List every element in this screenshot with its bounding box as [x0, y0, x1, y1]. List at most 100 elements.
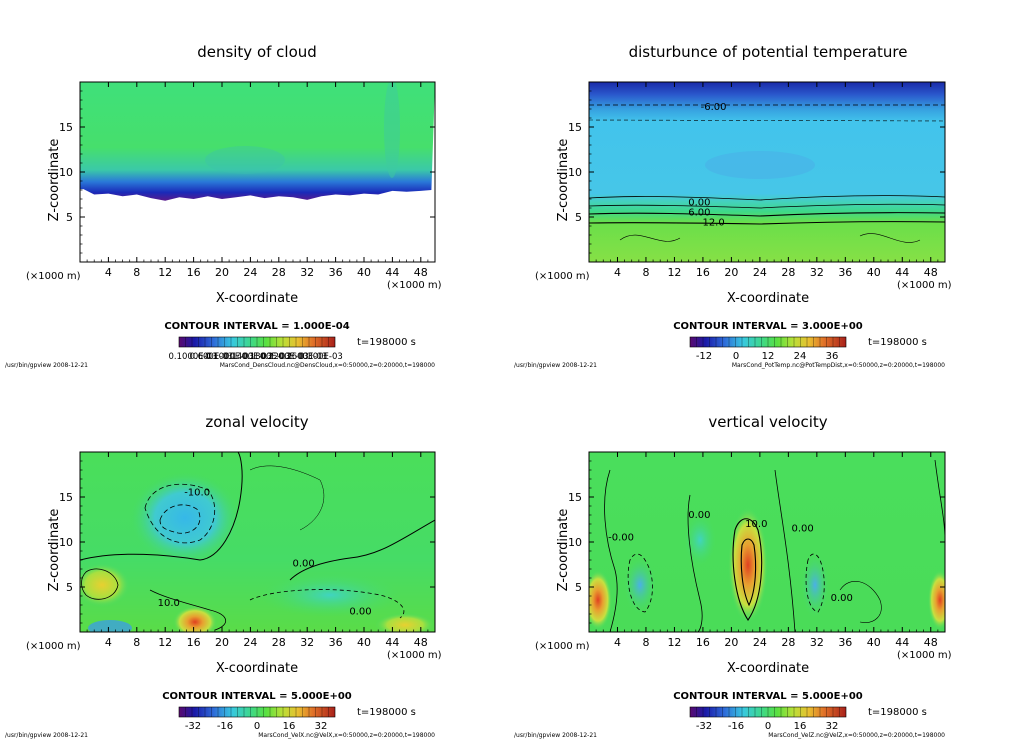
plot-field — [589, 452, 945, 632]
u-surface-positive — [173, 606, 217, 632]
panel-title: density of cloud — [197, 43, 317, 61]
x-tick-label: 44 — [385, 636, 399, 649]
contour-label: -6.00 — [701, 102, 727, 113]
y-tick-label: 15 — [568, 121, 582, 134]
colorbar-label: 16 — [794, 721, 807, 732]
x-tick-label: 24 — [753, 636, 767, 649]
y-tick-label: 15 — [568, 491, 582, 504]
y-unit-label: (×1000 m) — [535, 641, 590, 652]
colorbar-label: 24 — [794, 351, 807, 362]
colorbar-label: -16 — [728, 721, 744, 732]
x-tick-label: 36 — [838, 636, 852, 649]
y-unit-label: (×1000 m) — [535, 271, 590, 282]
cloud-dome — [205, 146, 285, 174]
u-low-negative — [260, 573, 400, 617]
contour-line — [289, 519, 435, 581]
x-tick-label: 32 — [810, 266, 824, 279]
colorbar-label: 0.1000E-03 — [169, 352, 218, 362]
x-tick-label: 12 — [158, 636, 172, 649]
contour-interval: CONTOUR INTERVAL = 1.000E-04 — [164, 321, 349, 332]
u-surface-positive — [375, 613, 435, 632]
contour-interval: CONTOUR INTERVAL = 5.000E+00 — [162, 691, 352, 702]
colorbar-label: 0 — [765, 721, 771, 732]
x-tick-label: 48 — [924, 266, 938, 279]
contour-line — [589, 221, 945, 225]
panel-w: vertical velocity — [588, 413, 946, 633]
footer-left: /usr/bin/gpview 2008-12-21 — [5, 732, 88, 739]
x-tick-label: 20 — [215, 266, 229, 279]
contour-line — [604, 469, 618, 632]
colorbar-label: 0.1400E-03 — [223, 352, 272, 362]
x-unit-label: (×1000 m) — [387, 280, 442, 291]
contour-line — [627, 553, 653, 613]
x-unit-label: (×1000 m) — [897, 650, 952, 661]
x-unit-label: (×1000 m) — [387, 650, 442, 661]
x-tick-label: 8 — [642, 266, 649, 279]
colorbar-label: -16 — [217, 721, 233, 732]
contour-line — [589, 203, 945, 209]
x-tick-label: 12 — [667, 266, 681, 279]
y-tick-label: 10 — [59, 536, 73, 549]
x-tick-label: 40 — [867, 266, 881, 279]
footer-left: /usr/bin/gpview 2008-12-21 — [514, 362, 597, 369]
x-tick-label: 12 — [158, 266, 172, 279]
y-tick-label: 5 — [575, 581, 582, 594]
w-updraft — [589, 570, 612, 630]
x-tick-label: 44 — [385, 266, 399, 279]
x-tick-label: 40 — [867, 636, 881, 649]
contour-label: 12.0 — [702, 217, 724, 228]
contour-line — [589, 212, 945, 217]
x-tick-label: 4 — [614, 636, 621, 649]
x-axis-title: X-coordinate — [727, 291, 809, 306]
x-tick-label: 8 — [133, 636, 140, 649]
y-axis-title: Z-coordinate — [47, 509, 62, 592]
y-tick-label: 5 — [575, 211, 582, 224]
x-tick-label: 4 — [105, 266, 112, 279]
contour-label: 0.00 — [688, 510, 710, 521]
contour-interval: CONTOUR INTERVAL = 5.000E+00 — [673, 691, 863, 702]
contour-line — [774, 469, 796, 632]
x-tick-label: 16 — [696, 636, 710, 649]
x-axis-title: X-coordinate — [216, 291, 298, 306]
time-label: t=198000 s — [868, 707, 927, 718]
colorbar-label: 0.1800E-03 — [242, 352, 291, 362]
x-tick-label: 24 — [753, 266, 767, 279]
x-tick-label: 24 — [243, 266, 257, 279]
colorbar-label: 0.300E-03 — [299, 352, 343, 362]
contour-label: -0.00 — [608, 533, 634, 544]
x-tick-label: 48 — [924, 636, 938, 649]
contour-line — [81, 568, 119, 600]
x-tick-label: 4 — [105, 636, 112, 649]
colorbar-label: 0.2600E-03 — [278, 352, 327, 362]
w-downdraft — [684, 514, 716, 566]
x-tick-label: 28 — [272, 636, 286, 649]
contour-label: -10.0 — [184, 488, 210, 499]
contour-line — [249, 589, 405, 619]
colorbar-label: 32 — [826, 721, 839, 732]
x-tick-label: 40 — [357, 266, 371, 279]
y-tick-label: 5 — [66, 211, 73, 224]
colorbar-label: 0 — [254, 721, 260, 732]
contour-label: 10.0 — [745, 519, 767, 530]
w-downdraft — [801, 553, 829, 617]
contour-line — [619, 233, 921, 243]
contour-line — [589, 119, 945, 122]
x-tick-label: 32 — [810, 636, 824, 649]
contour-label: 0.00 — [349, 606, 371, 617]
footer-right: MarsCond_DensCloud.nc@DensCloud,x=0:5000… — [220, 362, 435, 369]
footer-left: /usr/bin/gpview 2008-12-21 — [5, 362, 88, 369]
x-tick-label: 16 — [696, 266, 710, 279]
y-tick-label: 5 — [66, 581, 73, 594]
x-tick-label: 28 — [781, 636, 795, 649]
x-axis-title: X-coordinate — [727, 661, 809, 676]
x-tick-label: 8 — [133, 266, 140, 279]
u-low-positive — [80, 563, 130, 607]
x-tick-label: 20 — [724, 266, 738, 279]
panel-title: zonal velocity — [205, 413, 308, 431]
x-tick-label: 48 — [414, 266, 428, 279]
x-tick-label: 36 — [838, 266, 852, 279]
x-tick-label: 12 — [667, 636, 681, 649]
x-tick-label: 32 — [300, 636, 314, 649]
x-tick-label: 20 — [724, 636, 738, 649]
